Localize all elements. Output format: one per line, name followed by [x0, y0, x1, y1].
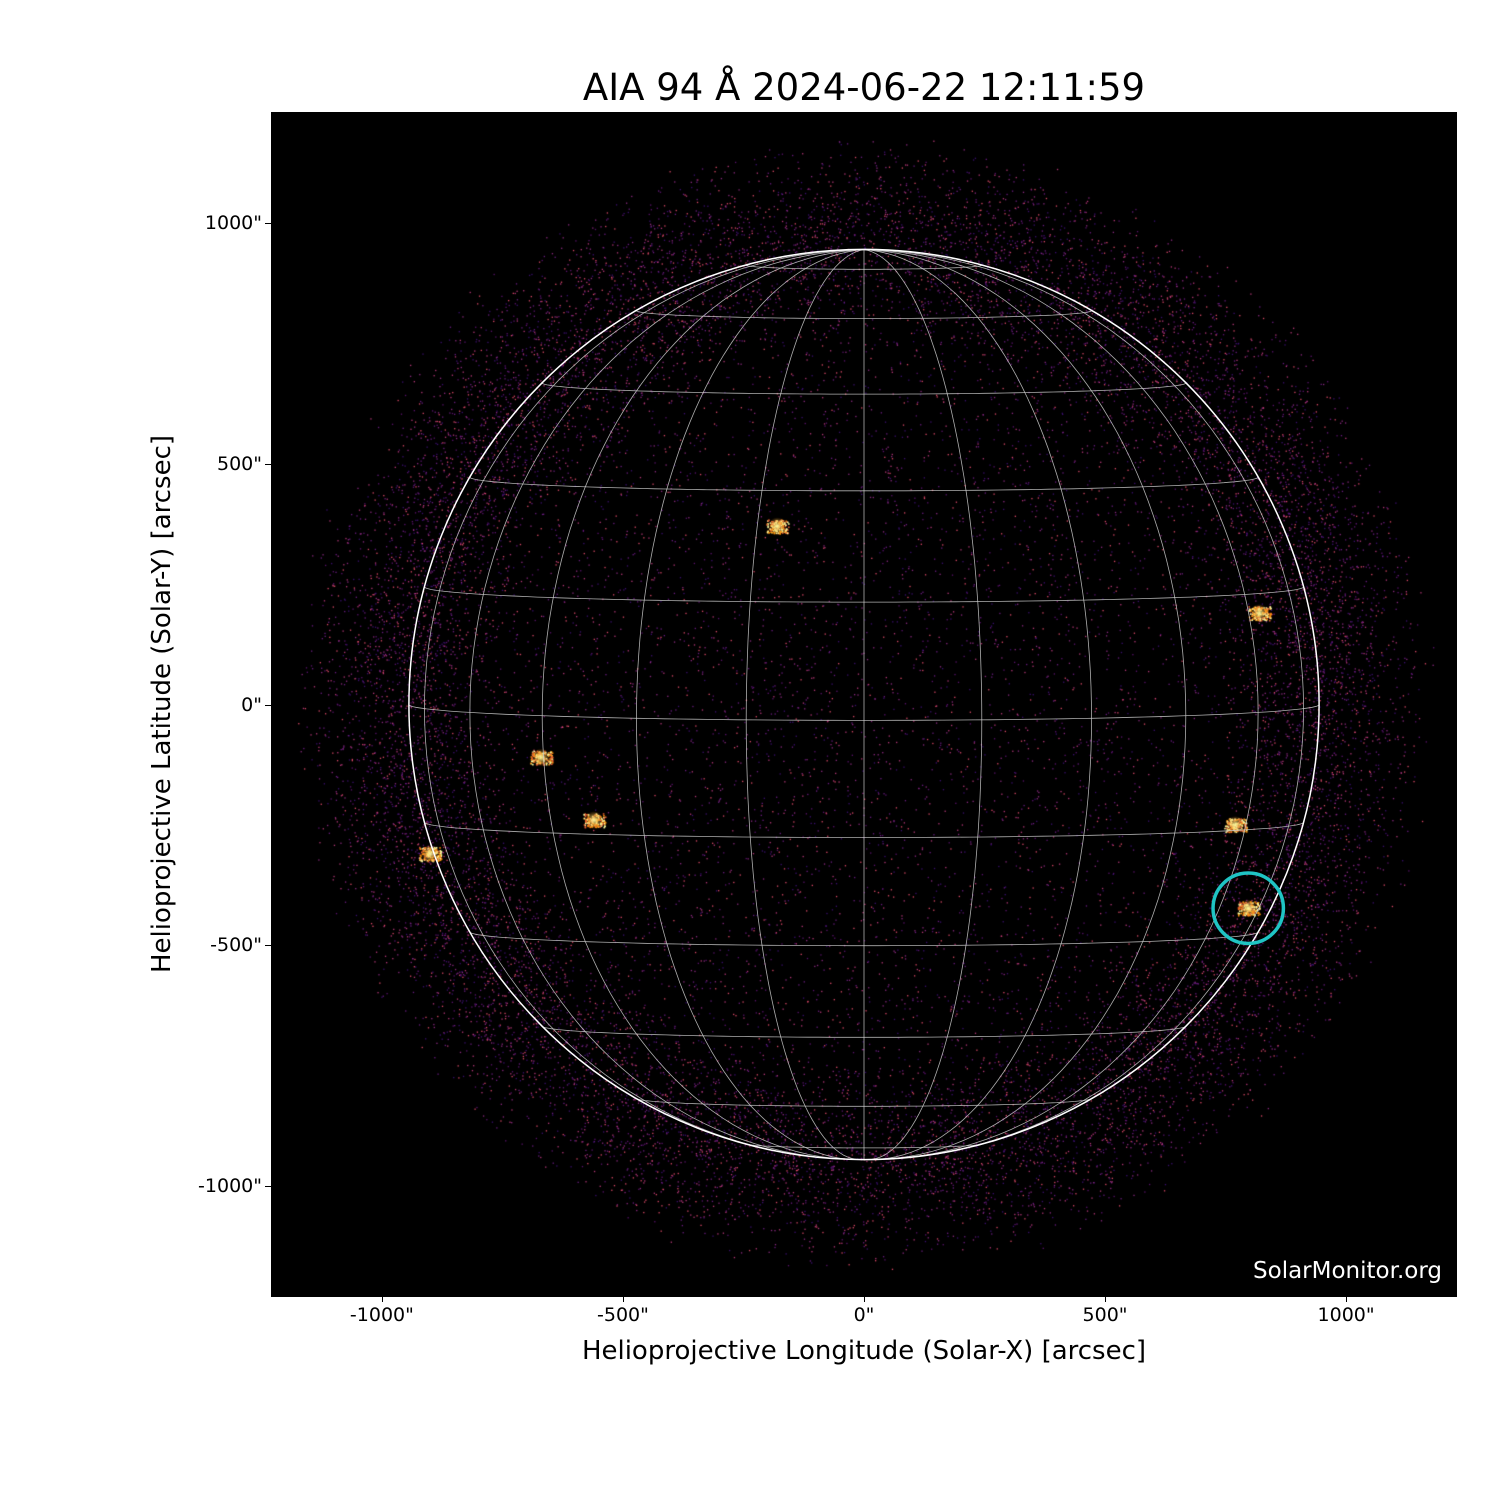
x-tick-label: -1000": [349, 1304, 414, 1326]
coordinate-grid: [408, 248, 1320, 1161]
y-tick-label: 500": [216, 452, 262, 475]
y-tick-label: -500": [210, 934, 262, 957]
y-tick-label: 0": [241, 693, 262, 716]
chart-title: AIA 94 Å 2024-06-22 12:11:59: [582, 66, 1146, 109]
x-tick-label: 1000": [1317, 1304, 1375, 1326]
x-tick-label: -500": [597, 1304, 649, 1326]
longitude-line: [745, 249, 865, 1160]
longitude-line: [863, 249, 1305, 1156]
x-axis-label: Helioprojective Longitude (Solar-X) [arc…: [581, 1336, 1147, 1366]
y-tick-mark: [265, 945, 271, 947]
x-tick-mark: [381, 1296, 383, 1302]
longitude-line: [863, 249, 1259, 1160]
longitude-line: [636, 249, 865, 1160]
y-tick-mark: [265, 704, 271, 706]
x-tick-mark: [1105, 1296, 1107, 1302]
y-tick-mark: [265, 463, 271, 465]
watermark: SolarMonitor.org: [1253, 1258, 1442, 1284]
longitude-line: [863, 249, 1187, 1160]
x-tick-mark: [622, 1296, 624, 1302]
x-tick-label: 0": [853, 1304, 875, 1326]
region-highlight-circle: [1211, 871, 1286, 946]
y-tick-mark: [265, 222, 271, 224]
longitude-line: [863, 249, 983, 1160]
longitude-line: [469, 249, 865, 1160]
x-tick-mark: [1346, 1296, 1348, 1302]
longitude-line: [423, 249, 865, 1156]
x-tick-mark: [864, 1296, 865, 1302]
y-axis-label: Helioprojective Latitude (Solar-Y) [arcs…: [147, 434, 177, 974]
y-tick-label: 1000": [204, 211, 262, 234]
longitude-line: [863, 249, 1092, 1160]
longitude-line: [541, 249, 865, 1160]
solar-limb: [408, 248, 1320, 1161]
y-tick-label: -1000": [198, 1175, 262, 1198]
y-tick-mark: [265, 1186, 271, 1188]
x-tick-label: 500": [1082, 1304, 1128, 1326]
plot-area: SolarMonitor.org: [272, 113, 1456, 1296]
